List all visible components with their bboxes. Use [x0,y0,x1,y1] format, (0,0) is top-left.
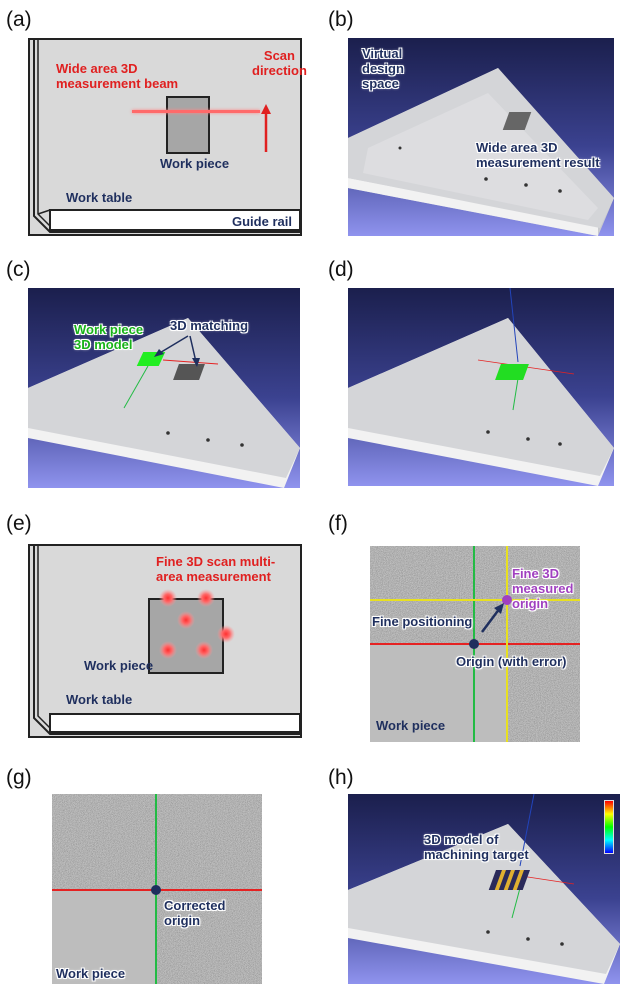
panel-b-scene: Virtual design space Wide area 3D measureme… [348,38,614,236]
panel-f-scan: Fine 3D measured origin Fine positioning O… [370,546,580,742]
guide-rail-outline-e [33,546,301,735]
corrected-scan-image [52,794,262,984]
panel-letter-g: (g) [6,766,32,789]
work-table-frame [28,38,302,236]
work-piece-label-g: Work piece [56,966,126,981]
panel-letter-c: (c) [6,258,31,281]
panel-h-scene: 3D model of machining target [348,794,620,984]
fine-positioning-label: Fine positioning [372,614,473,629]
panel-letter-e: (e) [6,512,32,535]
virtual-table-plane [348,68,614,236]
virtual-table-plane-c [28,318,300,488]
measurement-beam [132,110,260,113]
measurement-result-label: Wide area 3D measurement result [476,140,600,170]
work-piece-label: Work piece [160,156,230,171]
panel-a-sketch: Wide area 3D measurement beam Scan directi… [28,38,307,236]
scan-direction-arrow [261,104,271,152]
corrected-origin-label: Corrected origin [164,898,226,928]
virtual-table-plane-d [348,288,614,486]
virtual-space-label: Virtual design space [362,46,404,91]
scan-direction-label: Scan direction [252,48,307,78]
color-scale-bar [604,800,614,854]
panel-e-sketch: Fine 3D scan multi-area measurement Work… [28,544,302,738]
panel-g-scan: Corrected origin Work piece [52,794,262,984]
fine-scan-image [370,546,580,742]
panel-letter-d: (d) [328,258,354,281]
work-table-label: Work table [66,190,133,205]
panel-d-scene [348,288,614,486]
machining-target-label: 3D model of machining target [424,832,529,862]
work-piece-model-label: Work piece 3D model [74,322,144,352]
aligned-3d-model [495,364,529,380]
panel-c-scene: Work piece 3D model 3D matching [28,288,300,488]
work-piece-e [148,598,224,674]
panel-letter-a: (a) [6,8,32,31]
guide-rail-outline [33,40,301,233]
virtual-table-plane-h [348,794,620,984]
guide-rail-label: Guide rail [232,214,292,229]
matching-arrows [154,335,200,367]
work-table-label-e: Work table [66,692,133,707]
scan-spots [159,589,235,659]
beam-label: Wide area 3D measurement beam [56,61,179,91]
origin-with-error-label: Origin (with error) [456,654,567,669]
panel-letter-b: (b) [328,8,354,31]
panel-letter-h: (h) [328,766,354,789]
matching-label: 3D matching [170,318,249,333]
fine-scan-label: Fine 3D scan multi-area measurement [156,554,276,584]
work-piece-label-f: Work piece [376,718,446,733]
panel-letter-f: (f) [328,512,348,535]
work-piece-label-e: Work piece [84,658,154,673]
measured-origin-label: Fine 3D measured origin [512,566,574,611]
work-piece [166,96,210,154]
